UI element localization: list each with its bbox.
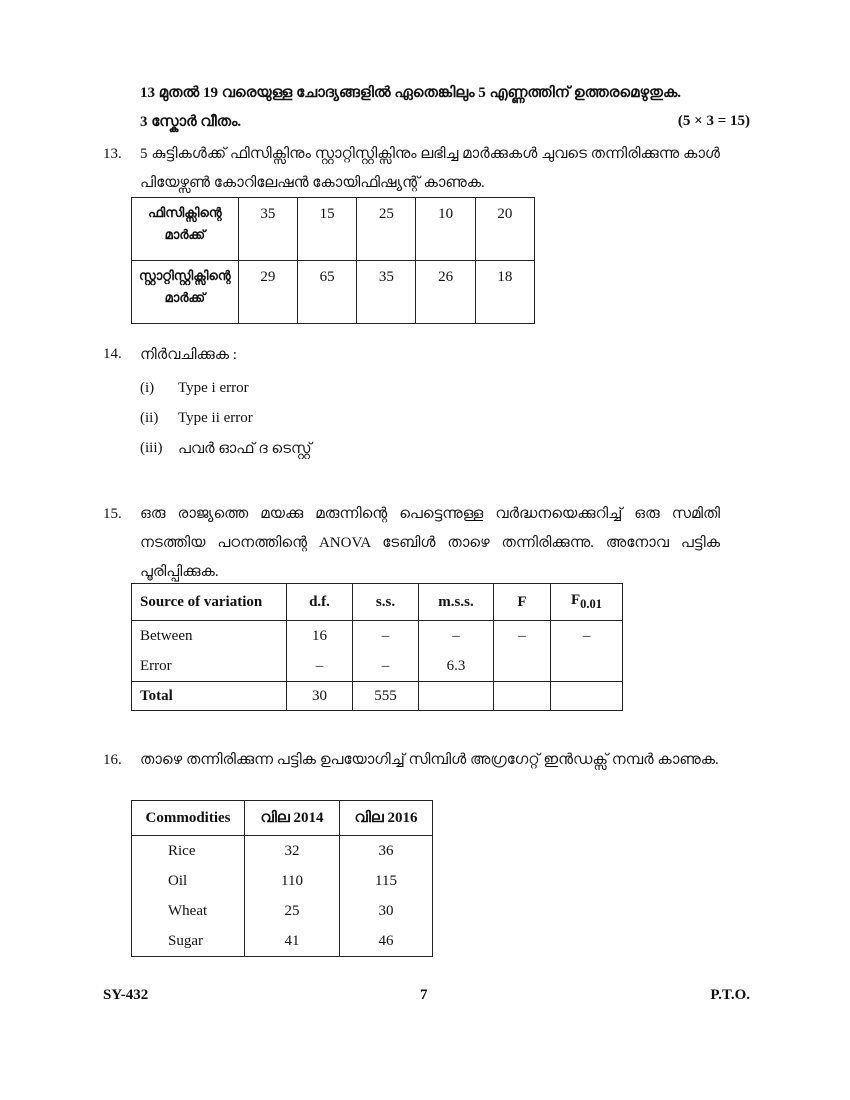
item-text: പവർ ഓഫ് ദ ടെസ്റ്റ് bbox=[178, 441, 312, 457]
anova-table: Source of variation d.f. s.s. m.s.s. F F… bbox=[131, 583, 623, 711]
table-row: Error – –6.3 bbox=[131, 651, 623, 682]
table-header: Source of variation d.f. s.s. m.s.s. F F… bbox=[131, 583, 623, 621]
table-row-total: Total 30 555 bbox=[131, 681, 623, 711]
question-number: 14. bbox=[103, 346, 122, 362]
item-text: Type i error bbox=[178, 380, 249, 396]
table-row: സ്റ്റാറ്റിസ്റ്റിക്സിന്റെ മാർക്ക് 29 65 35 2… bbox=[131, 260, 536, 324]
table-row: Rice 32 36 bbox=[131, 835, 433, 866]
question-13-text: 5 കുട്ടികൾക്ക് ഫിസിക്സിനും സ്റ്റാറ്റിസ്റ… bbox=[140, 146, 720, 191]
instruction-line: 13 മുതൽ 19 വരെയുള്ള ചോദ്യങ്ങളിൽ ഏതെങ്കില… bbox=[140, 85, 682, 101]
question-number: 13. bbox=[103, 146, 122, 162]
table-row: ഫിസിക്സിന്റെ മാർക്ക് 35 15 25 10 20 bbox=[131, 197, 536, 261]
pto-label: P.T.O. bbox=[710, 987, 750, 1003]
table-row: Sugar 41 46 bbox=[131, 926, 433, 957]
page-number: 7 bbox=[420, 987, 428, 1003]
marks-table: ഫിസിക്സിന്റെ മാർക്ക് 35 15 25 10 20 സ്റ്റാറ്… bbox=[131, 197, 536, 324]
instruction-marks: (5 × 3 = 15) bbox=[677, 113, 750, 129]
item-number: (ii) bbox=[140, 410, 159, 426]
commodities-table: Commodities വില 2014 വില 2016 Rice 32 36 O… bbox=[131, 800, 433, 957]
instruction-score: 3 സ്കോർ വീതം. bbox=[140, 114, 242, 130]
question-15-text: ഒരു രാജ്യത്തെ മയക്കു മരുന്നിന്റെ പെട്ടെന… bbox=[140, 506, 720, 580]
item-text: Type ii error bbox=[178, 410, 253, 426]
question-14-text: നിർവചിക്കുക : bbox=[140, 347, 237, 363]
item-number: (i) bbox=[140, 380, 155, 396]
table-row: Wheat 25 30 bbox=[131, 896, 433, 926]
table-header: Commodities വില 2014 വില 2016 bbox=[131, 800, 433, 836]
table-row: Between 16– – – – bbox=[131, 620, 623, 651]
item-number: (iii) bbox=[140, 440, 163, 456]
paper-code: SY-432 bbox=[103, 987, 149, 1003]
question-number: 16. bbox=[103, 752, 122, 768]
table-row: Oil 110 115 bbox=[131, 866, 433, 896]
question-16-text: താഴെ തന്നിരിക്കുന്ന പട്ടിക ഉപയോഗിച്ച് സി… bbox=[140, 752, 719, 768]
question-number: 15. bbox=[103, 506, 122, 522]
